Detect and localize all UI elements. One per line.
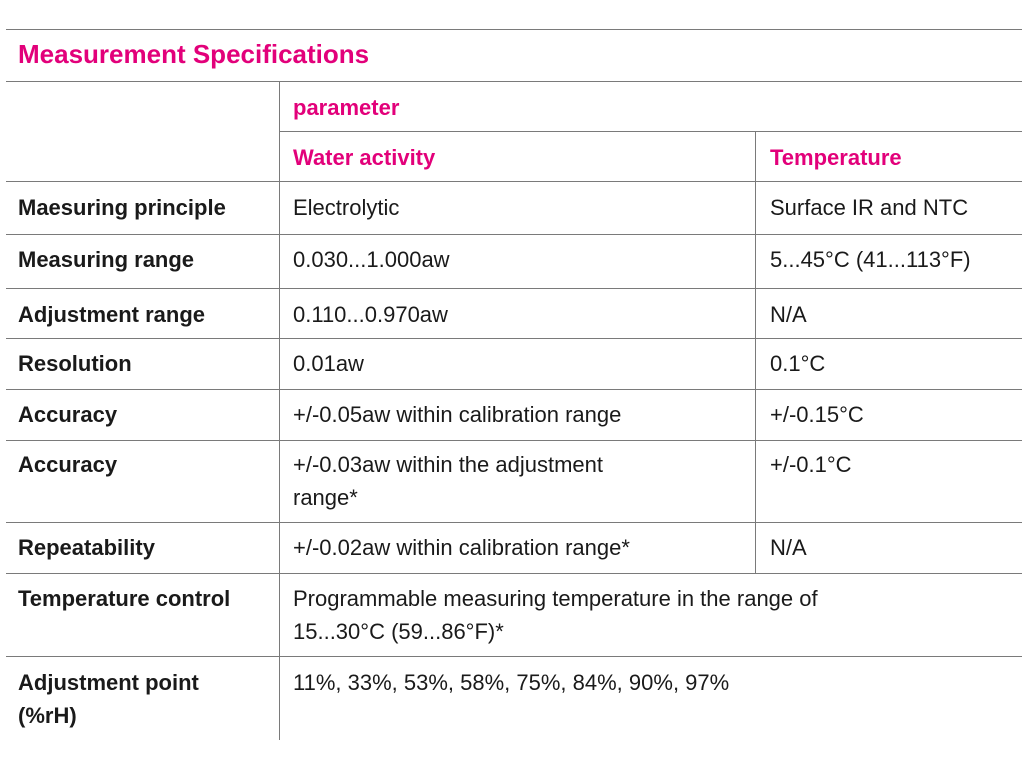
water-activity-value: Electrolytic (293, 195, 400, 220)
row-divider (6, 234, 1022, 235)
temperature-value: +/-0.15°C (770, 402, 864, 427)
row-divider (6, 288, 1022, 289)
column-divider (755, 131, 756, 573)
row-divider (6, 440, 1022, 441)
row-label: Temperature control (18, 586, 231, 611)
row-label-line2: (%rH) (18, 703, 77, 728)
row-label: Resolution (18, 351, 132, 376)
water-activity-value: 0.110...0.970aw (293, 302, 448, 327)
temperature-value: 0.1°C (770, 351, 826, 376)
row-divider (6, 338, 1022, 339)
water-activity-value-line2: range* (293, 485, 358, 510)
spanning-value-line1: Programmable measuring temperature in th… (293, 586, 818, 611)
water-activity-value: 0.01aw (293, 351, 364, 376)
temperature-value: +/-0.1°C (770, 452, 852, 477)
water-activity-value: 0.030...1.000aw (293, 247, 450, 272)
water-activity-value-line1: +/-0.03aw within the adjustment (293, 452, 604, 477)
row-divider (6, 389, 1022, 390)
title-divider (6, 81, 1022, 82)
temperature-value: N/A (770, 302, 807, 327)
row-label: Accuracy (18, 452, 118, 477)
temperature-value: N/A (770, 535, 807, 560)
column-header-temperature: Temperature (770, 145, 902, 170)
row-label-line1: Adjustment point (18, 670, 199, 695)
water-activity-value: +/-0.05aw within calibration range (293, 402, 622, 427)
row-divider (6, 656, 1022, 657)
row-divider (6, 522, 1022, 523)
table-top-border (6, 29, 1022, 30)
column-header-water-activity: Water activity (293, 145, 436, 170)
row-label: Adjustment range (18, 302, 206, 327)
temperature-value: Surface IR and NTC (770, 195, 969, 220)
row-label: Accuracy (18, 402, 118, 427)
header-divider (6, 181, 1022, 182)
temperature-value: 5...45°C (41...113°F) (770, 247, 971, 272)
spanning-value: 11%, 33%, 53%, 58%, 75%, 84%, 90%, 97% (293, 670, 730, 695)
row-label: Measuring range (18, 247, 195, 272)
header-group-divider (279, 131, 1022, 132)
row-label: Repeatability (18, 535, 155, 560)
row-label: Maesuring principle (18, 195, 226, 220)
column-divider (279, 81, 280, 740)
spanning-value-line2: 15...30°C (59...86°F)* (293, 619, 504, 644)
page-title: Measurement Specifications (18, 39, 370, 69)
header-group-parameter: parameter (293, 95, 400, 120)
row-divider (6, 573, 1022, 574)
water-activity-value: +/-0.02aw within calibration range* (293, 535, 630, 560)
